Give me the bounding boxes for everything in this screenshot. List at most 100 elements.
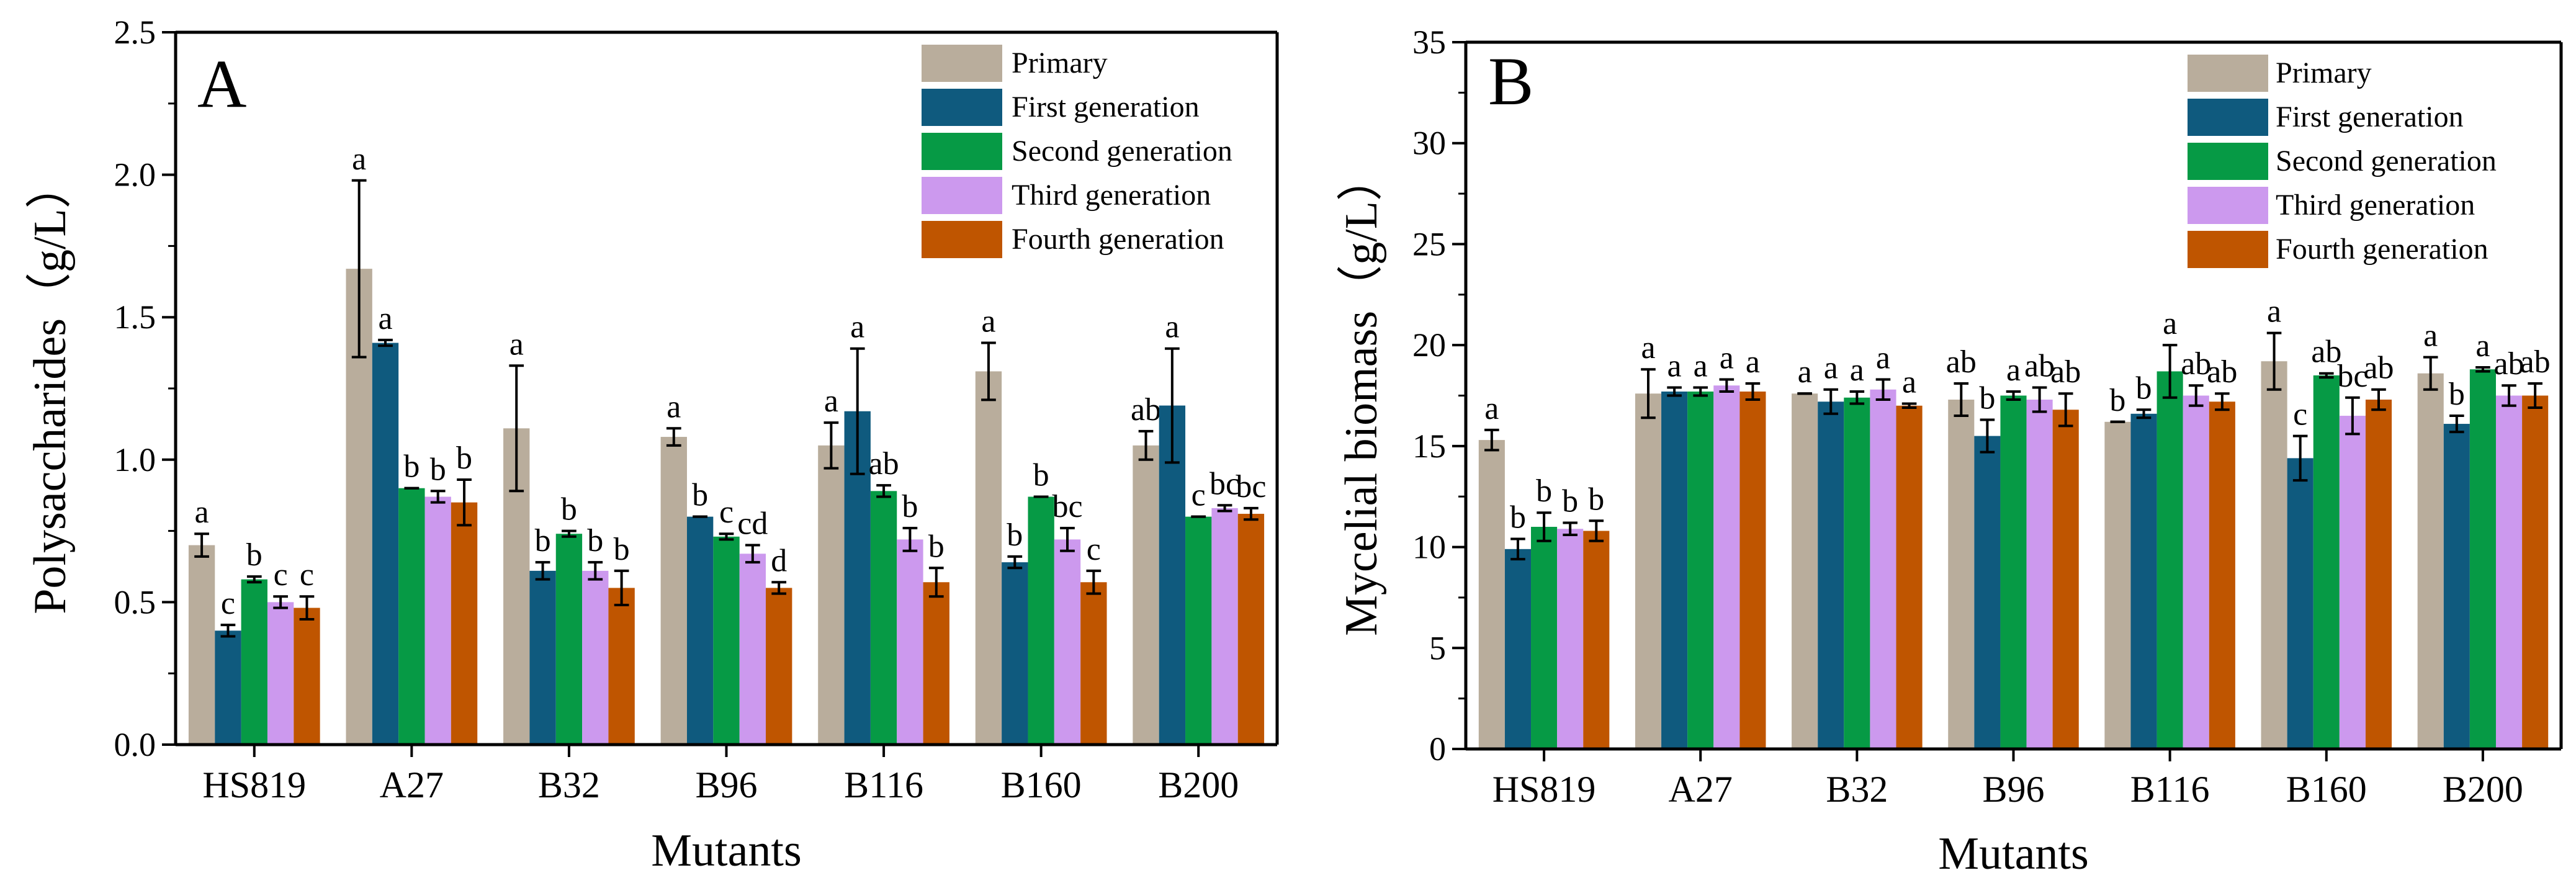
bar <box>1002 562 1028 745</box>
bar <box>188 545 215 745</box>
significance-letter: a <box>1694 348 1708 383</box>
bar <box>2183 395 2209 749</box>
significance-letter: b <box>1007 518 1023 553</box>
significance-letter: b <box>614 532 630 567</box>
legend-label: Second generation <box>1012 135 1232 168</box>
bar <box>1185 516 1212 745</box>
y-tick-label: 25 <box>1412 225 1446 262</box>
legend-swatch <box>922 45 1002 82</box>
legend-swatch <box>2188 55 2268 92</box>
y-tick-label: 30 <box>1412 125 1446 162</box>
bar <box>1792 393 1818 749</box>
x-category-label: B96 <box>1982 769 2044 810</box>
bar <box>2130 413 2157 749</box>
x-category-label: B96 <box>695 764 757 805</box>
significance-letter: a <box>1667 348 1682 383</box>
x-category-label: B160 <box>1001 764 1082 805</box>
x-category-label: B200 <box>2443 769 2523 810</box>
y-tick-label: 20 <box>1412 326 1446 364</box>
significance-letter: b <box>1510 500 1526 536</box>
bar <box>1739 391 1766 749</box>
bar <box>1818 401 1844 749</box>
legend-label: First generation <box>2276 101 2464 133</box>
bar <box>451 502 478 745</box>
y-tick-label: 10 <box>1412 529 1446 566</box>
significance-letter: b <box>456 441 472 476</box>
significance-letter: b <box>246 537 263 573</box>
significance-letter: a <box>1165 310 1179 345</box>
y-tick-label: 0 <box>1429 730 1446 768</box>
x-category-label: B32 <box>1826 769 1888 810</box>
bar <box>923 582 949 745</box>
bar <box>2443 424 2470 749</box>
x-category-label: B116 <box>2130 769 2210 810</box>
legend-swatch <box>2188 143 2268 180</box>
legend-label: Third generation <box>1012 179 1211 212</box>
significance-letter: a <box>509 326 524 362</box>
bar <box>686 516 714 745</box>
bar <box>713 536 740 745</box>
bar <box>2522 395 2549 749</box>
legend-label: First generation <box>1012 91 1200 123</box>
significance-letter: a <box>1484 391 1499 426</box>
significance-letter: bc <box>2337 359 2367 394</box>
significance-letter: a <box>2163 306 2177 341</box>
bar <box>1635 393 1662 749</box>
bar <box>267 602 294 745</box>
significance-letter: cd <box>737 506 768 542</box>
bar <box>1237 514 1265 745</box>
bar <box>897 539 923 745</box>
y-tick-label: 15 <box>1412 428 1446 465</box>
x-axis-title: Mutants <box>651 825 802 876</box>
legend-label: Primary <box>1012 47 1108 79</box>
significance-letter: ab <box>2181 346 2211 382</box>
legend-swatch <box>2188 231 2268 268</box>
bar <box>1896 405 1923 749</box>
bar <box>2156 371 2183 749</box>
bar <box>1028 496 1054 745</box>
x-category-label: B116 <box>844 764 923 805</box>
significance-letter: a <box>850 310 864 345</box>
panel-letter: B <box>1488 43 1533 119</box>
bar <box>2026 400 2053 749</box>
bar <box>2261 361 2287 749</box>
significance-letter: a <box>1798 354 1812 390</box>
significance-letter: bc <box>1209 466 1240 501</box>
bar <box>215 630 241 745</box>
bar <box>294 607 320 745</box>
significance-letter: ab <box>869 446 899 482</box>
legend-label: Third generation <box>2276 189 2475 222</box>
legend-swatch <box>922 177 1002 214</box>
legend-swatch <box>2188 187 2268 224</box>
bar <box>2417 373 2444 749</box>
panel-letter: A <box>197 46 246 122</box>
significance-letter: c <box>2293 397 2307 433</box>
bar <box>529 570 556 745</box>
bar <box>2469 369 2496 749</box>
bar <box>555 534 583 745</box>
significance-letter: d <box>771 543 787 578</box>
significance-letter: b <box>928 529 945 564</box>
significance-letter: a <box>2006 352 2021 388</box>
y-tick-label: 2.0 <box>114 156 156 194</box>
bar <box>2000 395 2027 749</box>
significance-letter: b <box>1536 473 1552 509</box>
legend-label: Second generation <box>2276 145 2497 177</box>
significance-letter: ab <box>2493 346 2524 382</box>
significance-letter: a <box>981 304 995 339</box>
bar <box>2104 421 2131 749</box>
significance-letter: ab <box>2050 354 2081 390</box>
significance-letter: a <box>2267 294 2281 329</box>
bar <box>1531 527 1558 749</box>
bar <box>1661 391 1688 749</box>
significance-letter: ab <box>2520 344 2551 380</box>
significance-letter: a <box>1824 351 1838 386</box>
significance-letter: c <box>719 495 734 530</box>
bar <box>870 491 897 745</box>
bar <box>739 554 766 745</box>
bar <box>2339 416 2366 749</box>
bar <box>241 579 267 745</box>
bar <box>2209 401 2235 749</box>
significance-letter: c <box>274 557 288 593</box>
